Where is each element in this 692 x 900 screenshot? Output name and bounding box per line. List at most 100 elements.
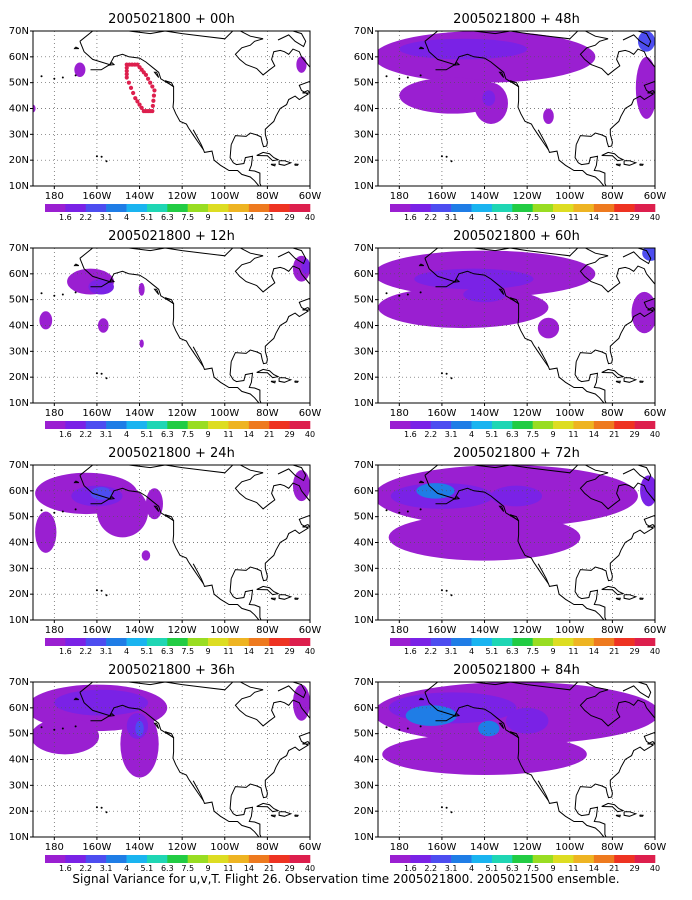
coastline bbox=[230, 255, 310, 365]
coastline bbox=[657, 296, 670, 308]
coastline bbox=[192, 563, 204, 584]
island bbox=[385, 75, 388, 78]
map-panel: 2005021800 + 00h 70N 60N 50N 40N 30N 20N 10N 180… bbox=[9, 12, 322, 222]
variance-contour bbox=[637, 31, 655, 52]
colorbar-swatch bbox=[65, 855, 87, 863]
colorbar-label: 9 bbox=[206, 864, 211, 873]
coastline bbox=[647, 306, 655, 311]
coastline bbox=[608, 621, 619, 624]
lon-tick-label: 80W bbox=[256, 408, 279, 419]
coastline bbox=[294, 597, 299, 600]
variance-contour bbox=[640, 475, 655, 507]
island bbox=[406, 727, 409, 730]
coastline bbox=[623, 160, 638, 166]
colorbar-swatch bbox=[451, 855, 472, 863]
coastline bbox=[164, 297, 175, 305]
coastline bbox=[108, 496, 116, 500]
colorbar-swatch bbox=[593, 204, 615, 212]
lat-tick-label: 10N bbox=[354, 832, 374, 843]
panel-title: 2005021800 + 36h bbox=[108, 663, 235, 678]
lat-tick-label: 70N bbox=[354, 243, 374, 254]
colorbar-swatch bbox=[269, 638, 290, 646]
lon-tick-label: 160W bbox=[82, 842, 111, 853]
colorbar-swatch bbox=[45, 421, 66, 429]
lat-tick-label: 40N bbox=[9, 538, 29, 549]
panel-title: 2005021800 + 48h bbox=[453, 12, 580, 27]
lon-tick-label: 180 bbox=[390, 625, 409, 636]
flight-track-point bbox=[124, 68, 129, 74]
colorbar-label: 21 bbox=[609, 430, 619, 439]
island bbox=[61, 727, 64, 730]
colorbar-label: 5.1 bbox=[141, 864, 154, 873]
lon-tick-label: 80W bbox=[601, 625, 624, 636]
colorbar-swatch bbox=[85, 204, 107, 212]
lon-tick-label: 140W bbox=[125, 408, 154, 419]
colorbar-label: 1.6 bbox=[404, 864, 417, 873]
colorbar-label: 7.5 bbox=[181, 864, 194, 873]
colorbar-swatch bbox=[248, 204, 270, 212]
coastline bbox=[270, 380, 276, 384]
coastline bbox=[498, 288, 505, 295]
coastline bbox=[498, 505, 505, 512]
coastline bbox=[79, 475, 111, 505]
colorbar-swatch bbox=[593, 638, 615, 646]
coastline bbox=[263, 187, 274, 190]
map-panel: 2005021800 + 36h 70N 60N 50N 40N 30N 20N 10N 180… bbox=[9, 663, 322, 873]
colorbar-swatch bbox=[593, 421, 615, 429]
lon-tick-label: 140W bbox=[125, 842, 154, 853]
coastline bbox=[537, 563, 549, 584]
map-panel: 2005021800 + 84h 70N 60N 50N 40N 30N 20N 10N 180… bbox=[354, 663, 667, 873]
colorbar-label: 11 bbox=[223, 864, 233, 873]
coastline bbox=[454, 487, 605, 620]
colorbar-label: 4 bbox=[469, 430, 474, 439]
coastline bbox=[302, 306, 310, 311]
coastline bbox=[229, 795, 262, 837]
island bbox=[406, 76, 409, 79]
colorbar-swatch bbox=[126, 204, 148, 212]
coastline bbox=[424, 248, 609, 259]
colorbar-label: 2.2 bbox=[79, 213, 92, 222]
colorbar-label: 11 bbox=[568, 647, 578, 656]
lon-tick-label: 140W bbox=[470, 408, 499, 419]
colorbar-label: 40 bbox=[305, 647, 315, 656]
colorbar-label: 4 bbox=[124, 864, 129, 873]
lat-tick-label: 70N bbox=[9, 26, 29, 37]
lon-tick-label: 120W bbox=[168, 191, 197, 202]
lon-tick-label: 180 bbox=[390, 842, 409, 853]
island bbox=[95, 372, 98, 375]
coastline bbox=[622, 465, 652, 482]
colorbar-swatch bbox=[208, 638, 229, 646]
lon-tick-label: 60W bbox=[644, 191, 667, 202]
colorbar-label: 11 bbox=[223, 213, 233, 222]
coastline bbox=[509, 297, 520, 305]
coastline bbox=[509, 80, 520, 88]
colorbar-label: 5.1 bbox=[486, 864, 499, 873]
coastline bbox=[639, 380, 644, 383]
lon-tick-label: 140W bbox=[470, 625, 499, 636]
colorbar-label: 4 bbox=[124, 213, 129, 222]
variance-contour bbox=[505, 707, 549, 734]
coastline bbox=[418, 697, 425, 701]
coastline bbox=[639, 814, 644, 817]
coastline bbox=[294, 814, 299, 817]
coastline bbox=[263, 621, 274, 624]
coastline bbox=[639, 597, 644, 600]
colorbar-label: 40 bbox=[305, 864, 315, 873]
colorbar-swatch bbox=[126, 421, 148, 429]
colorbar-swatch bbox=[106, 421, 127, 429]
panel-title: 2005021800 + 84h bbox=[453, 663, 580, 678]
colorbar-swatch bbox=[491, 638, 513, 646]
colorbar-label: 21 bbox=[264, 213, 274, 222]
flight-track-point bbox=[139, 105, 144, 110]
coastline bbox=[109, 487, 260, 620]
colorbar-swatch bbox=[187, 638, 209, 646]
coastline bbox=[647, 89, 655, 94]
colorbar-swatch bbox=[289, 638, 311, 646]
island bbox=[445, 372, 448, 375]
colorbar-swatch bbox=[634, 421, 656, 429]
lon-tick-label: 180 bbox=[390, 408, 409, 419]
colorbar-label: 7.5 bbox=[181, 213, 194, 222]
colorbar-swatch bbox=[146, 204, 168, 212]
lon-tick-label: 120W bbox=[168, 842, 197, 853]
colorbar-swatch bbox=[491, 204, 513, 212]
